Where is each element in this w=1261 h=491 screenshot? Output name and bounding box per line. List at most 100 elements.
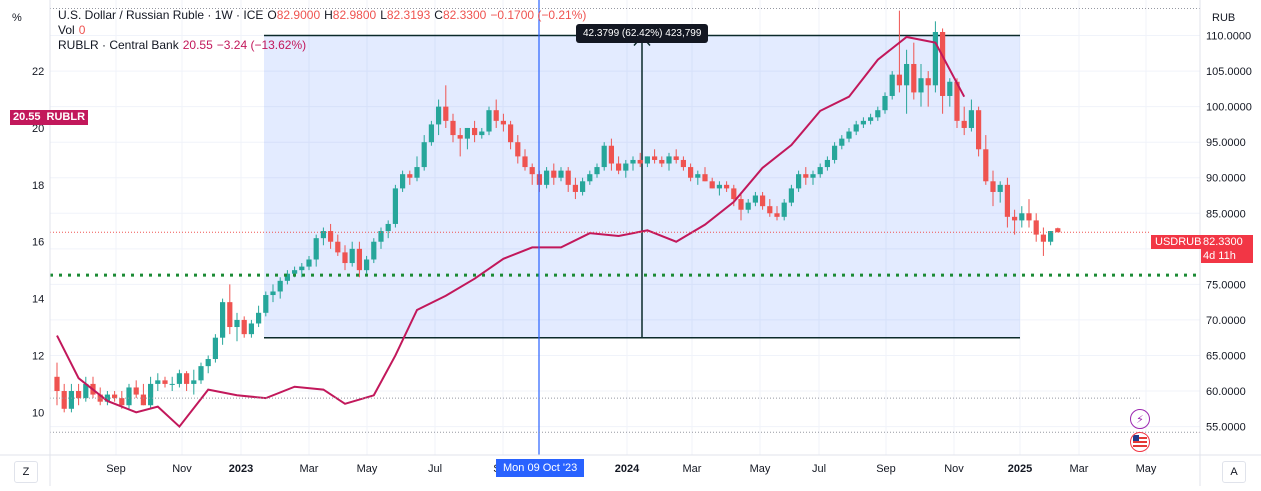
candle[interactable] (680, 156, 686, 171)
candle[interactable] (234, 312, 240, 342)
candle[interactable] (472, 120, 478, 143)
candle[interactable] (961, 106, 967, 136)
legend-volume-label[interactable]: Vol (58, 23, 75, 37)
candle[interactable] (659, 156, 665, 168)
candle[interactable] (256, 305, 262, 328)
candle-series[interactable] (54, 10, 1061, 413)
candle[interactable] (630, 156, 636, 171)
candle[interactable] (306, 255, 312, 271)
candle[interactable] (983, 135, 989, 185)
candle[interactable] (227, 284, 233, 335)
candle[interactable] (601, 142, 607, 171)
candle[interactable] (968, 99, 974, 132)
candle[interactable] (443, 85, 449, 128)
candle[interactable] (544, 167, 550, 189)
candle[interactable] (551, 163, 557, 185)
candle[interactable] (205, 355, 211, 374)
candle[interactable] (652, 149, 658, 164)
candle[interactable] (515, 135, 521, 164)
candle[interactable] (356, 241, 362, 278)
candle[interactable] (112, 391, 118, 402)
candle[interactable] (947, 78, 953, 107)
candle[interactable] (997, 181, 1003, 203)
candle[interactable] (702, 167, 708, 182)
rublr-line[interactable] (56, 35, 966, 429)
candle[interactable] (882, 92, 888, 114)
candle[interactable] (400, 170, 406, 192)
candle[interactable] (140, 383, 146, 406)
candle[interactable] (76, 383, 82, 406)
candle[interactable] (500, 113, 506, 132)
candle[interactable] (407, 170, 413, 185)
candle[interactable] (767, 199, 773, 217)
candle[interactable] (364, 255, 370, 274)
zoom-button[interactable]: Z (14, 461, 38, 483)
candle[interactable] (169, 376, 175, 392)
candle[interactable] (263, 291, 269, 317)
candle[interactable] (277, 277, 283, 299)
candle[interactable] (774, 206, 780, 221)
candle[interactable] (709, 177, 715, 189)
candle[interactable] (155, 373, 161, 392)
candle[interactable] (846, 127, 852, 143)
candle[interactable] (1048, 231, 1054, 246)
candle[interactable] (220, 298, 226, 345)
candle[interactable] (320, 227, 326, 246)
candle[interactable] (817, 163, 823, 178)
candle[interactable] (745, 199, 751, 214)
auto-scale-button[interactable]: A (1222, 461, 1246, 483)
candle[interactable] (839, 135, 845, 150)
candle[interactable] (176, 369, 182, 388)
candle[interactable] (126, 383, 132, 409)
candle[interactable] (810, 170, 816, 185)
candle[interactable] (666, 152, 672, 171)
candle[interactable] (860, 117, 866, 128)
candle[interactable] (385, 220, 391, 239)
candle[interactable] (479, 127, 485, 139)
candle[interactable] (695, 170, 701, 185)
candle[interactable] (911, 42, 917, 100)
candle[interactable] (623, 159, 629, 178)
candle[interactable] (587, 170, 593, 185)
candle[interactable] (1033, 213, 1039, 242)
candle[interactable] (349, 241, 355, 267)
candle[interactable] (904, 49, 910, 114)
candle[interactable] (565, 167, 571, 192)
candle[interactable] (875, 106, 881, 121)
candle[interactable] (1055, 227, 1061, 233)
candle[interactable] (284, 270, 290, 285)
candle[interactable] (457, 127, 463, 157)
candle[interactable] (212, 334, 218, 363)
candle[interactable] (760, 191, 766, 210)
candle[interactable] (990, 170, 996, 207)
rublr-series[interactable] (56, 35, 966, 429)
candle[interactable] (61, 383, 67, 413)
candle[interactable] (868, 113, 874, 125)
candle[interactable] (673, 149, 679, 164)
candle[interactable] (738, 191, 744, 221)
candle[interactable] (313, 234, 319, 267)
candle[interactable] (940, 28, 946, 114)
candle[interactable] (637, 152, 643, 168)
candle[interactable] (616, 156, 622, 175)
candle[interactable] (241, 316, 247, 338)
legend-rublr-label[interactable]: RUBLR · Central Bank (58, 38, 179, 52)
candle[interactable] (752, 191, 758, 207)
candle[interactable] (954, 78, 960, 128)
candle[interactable] (522, 149, 528, 171)
candle[interactable] (392, 184, 398, 228)
candle[interactable] (436, 99, 442, 136)
candle[interactable] (853, 120, 859, 136)
candle[interactable] (724, 181, 730, 192)
candle[interactable] (608, 138, 614, 171)
candle[interactable] (558, 167, 564, 182)
candle[interactable] (198, 362, 204, 384)
candle[interactable] (796, 170, 802, 192)
candle[interactable] (1026, 199, 1032, 228)
us-flag-icon[interactable] (1130, 432, 1150, 452)
candle[interactable] (976, 106, 982, 157)
candle[interactable] (1012, 209, 1018, 235)
candle[interactable] (580, 177, 586, 196)
lightning-icon[interactable]: ⚡ (1130, 409, 1150, 429)
